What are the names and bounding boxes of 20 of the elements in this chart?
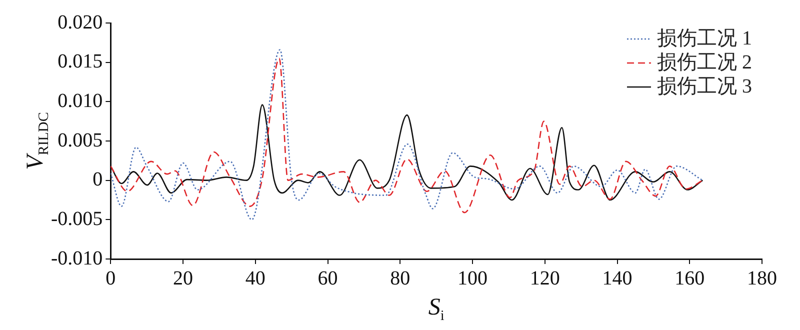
x-tick-label: 180 — [747, 267, 777, 290]
x-tick-label: 40 — [245, 267, 266, 290]
y-axis-title: VRILDC — [22, 112, 52, 170]
y-tick-label: 0 — [92, 168, 103, 191]
legend-label: 损伤工况 1 — [657, 27, 752, 50]
x-tick-label: 60 — [318, 267, 338, 290]
x-tick-label: 140 — [602, 267, 632, 290]
y-tick-label: -0.005 — [50, 208, 103, 230]
legend-label: 损伤工况 3 — [657, 75, 752, 98]
y-tick-label: 0.020 — [58, 11, 103, 34]
legend-label: 损伤工况 2 — [657, 51, 752, 74]
y-tick-label: -0.010 — [50, 247, 103, 270]
y-tick-label: 0.010 — [58, 90, 103, 112]
x-tick-label: 160 — [674, 267, 705, 290]
x-tick-label: 100 — [458, 267, 488, 290]
y-tick-label: 0.005 — [58, 129, 103, 152]
x-tick-label: 20 — [173, 267, 194, 290]
x-tick-label: 120 — [530, 267, 560, 290]
x-tick-label: 80 — [390, 267, 410, 290]
y-tick-label: 0.015 — [58, 50, 103, 73]
